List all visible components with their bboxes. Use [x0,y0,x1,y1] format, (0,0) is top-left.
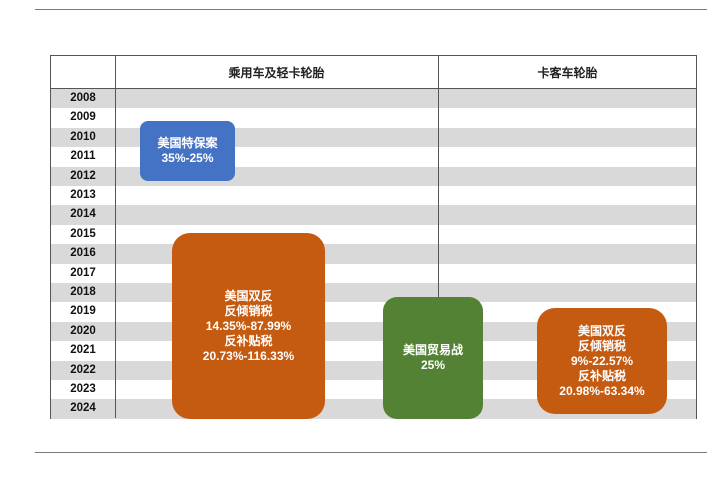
trade-war-title: 美国贸易战 [402,343,463,357]
table-row: 2017 [51,264,696,283]
year-label: 2008 [70,92,96,104]
year-label: 2016 [70,247,96,260]
year-column-divider [115,56,116,418]
table-row: 2016 [51,244,696,264]
table-row: 2008 [51,89,696,109]
bottom-rule [35,452,707,453]
year-label: 2009 [70,111,96,124]
year-label: 2024 [70,402,96,415]
passenger-ad-label: 反倾销税 [224,303,273,318]
header-passenger-tires: 乘用车及轻卡轮胎 [228,65,325,80]
year-label: 2010 [70,130,96,143]
table-row: 2023 [51,380,696,399]
year-label: 2019 [70,305,96,318]
table-row: 2013 [51,186,696,205]
passenger-cvd-label: 反补贴税 [224,333,273,348]
passenger-ad-cvd-title: 美国双反 [224,288,273,303]
trade-war-box: 美国贸易战 25% [383,297,483,419]
year-label: 2017 [70,266,96,279]
truck-ad-cvd-title: 美国双反 [577,323,626,338]
year-label: 2015 [70,227,96,240]
year-label: 2012 [70,169,96,182]
truck-ad-cvd-box: 美国双反 反倾销税 9%-22.57% 反补贴税 20.98%-63.34% [537,308,667,414]
trade-war-value: 25% [420,358,446,372]
passenger-ad-cvd-box: 美国双反 反倾销税 14.35%-87.99% 反补贴税 20.73%-116.… [172,233,325,419]
year-label: 2014 [70,208,96,221]
header-truck-tires: 卡客车轮胎 [537,65,598,80]
table-row: 2015 [51,225,696,244]
table-row: 2009 [51,108,696,127]
truck-cvd-value: 20.98%-63.34% [559,383,645,398]
category-column-divider [438,56,439,418]
truck-ad-label: 反倾销税 [577,338,626,353]
table-row: 2019 [51,302,696,321]
top-rule [35,9,707,10]
year-label: 2013 [70,189,96,201]
year-label: 2023 [70,383,96,395]
year-label: 2018 [70,286,96,298]
year-label: 2011 [70,150,96,163]
special-safeguard-title: 美国特保案 [157,136,218,150]
special-safeguard-value: 35%-25% [161,151,214,165]
table-row: 2011 [51,147,696,166]
table-row: 2021 [51,341,696,360]
year-label: 2020 [70,324,96,337]
truck-ad-value: 9%-22.57% [570,353,634,368]
tariff-timeline-table: 乘用车及轻卡轮胎 卡客车轮胎 2008 2009 2010 2011 2012 2013 2… [50,55,697,419]
passenger-cvd-value: 20.73%-116.33% [202,348,295,363]
table-row: 2018 [51,283,696,303]
special-safeguard-box: 美国特保案 35%-25% [140,121,235,181]
year-label: 2021 [70,344,96,357]
passenger-ad-value: 14.35%-87.99% [205,318,292,333]
table-header: 乘用车及轻卡轮胎 卡客车轮胎 [51,56,696,89]
year-label: 2022 [70,363,96,376]
table-row: 2014 [51,205,696,225]
truck-cvd-label: 反补贴税 [577,368,626,383]
